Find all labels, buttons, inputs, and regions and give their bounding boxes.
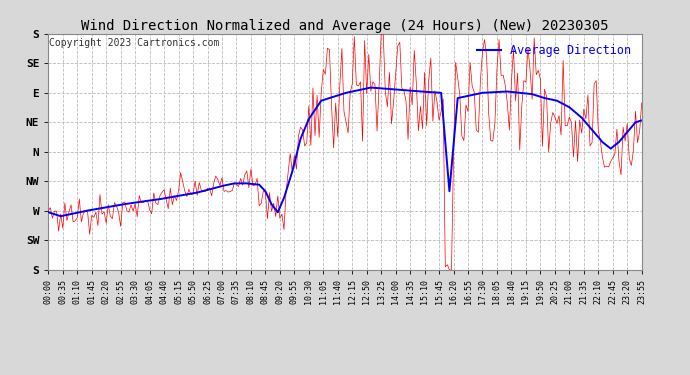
Title: Wind Direction Normalized and Average (24 Hours) (New) 20230305: Wind Direction Normalized and Average (2…	[81, 19, 609, 33]
Text: Copyright 2023 Cartronics.com: Copyright 2023 Cartronics.com	[50, 39, 220, 48]
Legend: Average Direction: Average Direction	[472, 40, 635, 62]
